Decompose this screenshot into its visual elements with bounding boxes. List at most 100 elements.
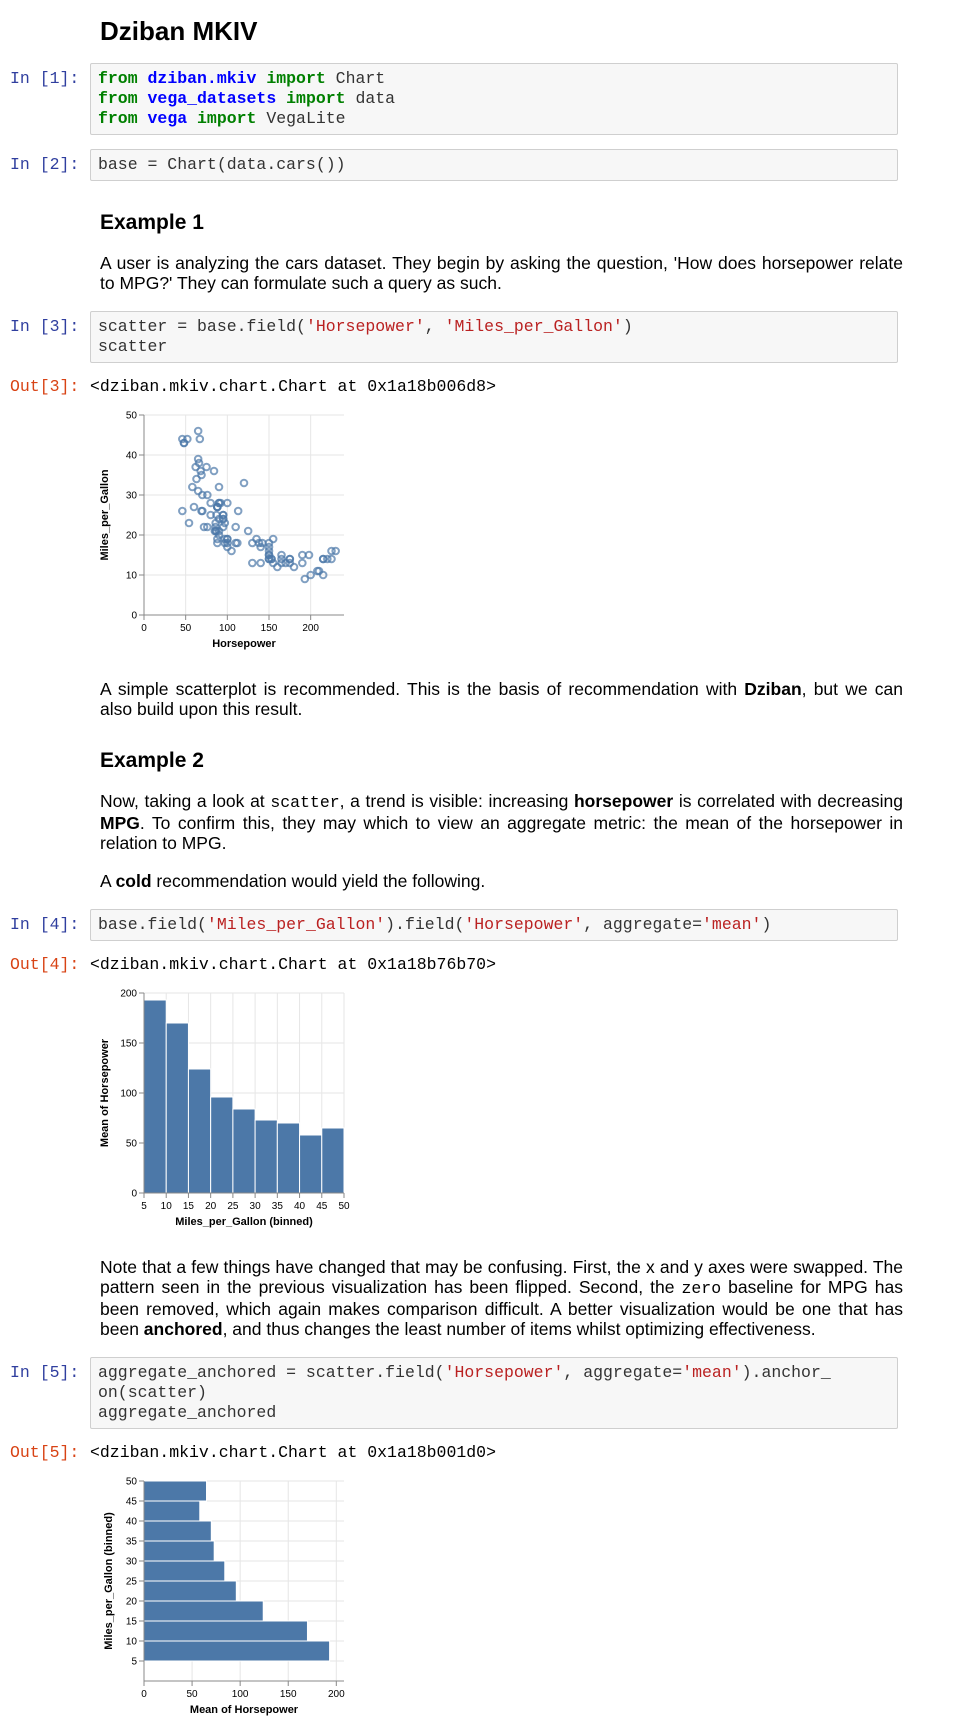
- x-tick-label: 0: [141, 623, 147, 634]
- code-box: scatter = base.field('Horsepower', 'Mile…: [90, 311, 898, 363]
- text-span: A simple scatterplot is recommended. Thi…: [100, 679, 745, 699]
- bar: [232, 1108, 256, 1194]
- text-span: [276, 89, 286, 108]
- scatter-point: [199, 522, 209, 532]
- cell-content: <dziban.mkiv.chart.Chart at 0x1a18b76b70…: [90, 955, 898, 1243]
- cell-content: <dziban.mkiv.chart.Chart at 0x1a18b001d0…: [90, 1443, 898, 1722]
- y-tick-label: 30: [126, 491, 138, 502]
- scatter-point: [243, 526, 253, 536]
- scatter-point: [206, 498, 215, 508]
- x-tick-label: 10: [161, 1201, 173, 1212]
- text-span: import: [286, 89, 346, 108]
- cell-content: scatter = base.field('Horsepower', 'Mile…: [90, 311, 898, 363]
- scatter-point: [213, 538, 222, 548]
- code-box: from dziban.mkiv import Chart from vega_d…: [90, 63, 898, 135]
- scatter-point: [264, 542, 274, 552]
- code-line: scatter: [98, 337, 890, 357]
- text-span: 'Miles_per_Gallon': [206, 915, 386, 934]
- cell-content: base = Chart(data.cars()): [90, 149, 898, 181]
- text-span: from: [98, 89, 138, 108]
- text-span: , aggregate=: [583, 915, 703, 934]
- x-tick-label: 200: [302, 623, 319, 634]
- text-span: data: [345, 89, 396, 108]
- text-span: zero: [681, 1279, 722, 1298]
- scatter-point: [223, 542, 232, 552]
- scatter-point: [209, 466, 219, 476]
- scatter-point: [197, 506, 206, 516]
- bar: [187, 1068, 212, 1194]
- scatter-point: [213, 502, 222, 512]
- input-prompt: In [2]:: [10, 155, 80, 174]
- y-tick-label: 20: [126, 531, 138, 542]
- notebook-title: Dziban MKIV: [100, 16, 258, 46]
- code-line: base.field('Miles_per_Gallon').field('Ho…: [98, 915, 890, 935]
- text-span: on(scatter): [98, 1383, 207, 1402]
- y-tick-label: 30: [126, 1557, 138, 1568]
- x-tick-label: 100: [219, 623, 236, 634]
- y-tick-label: 0: [131, 1189, 137, 1200]
- code-line: from dziban.mkiv import Chart: [98, 69, 890, 89]
- text-span: base = Chart(data.cars()): [98, 155, 346, 174]
- code-line: aggregate_anchored = scatter.field('Hors…: [98, 1363, 890, 1383]
- y-axis-title: Mean of Horsepower: [99, 1038, 111, 1147]
- text-span: ): [761, 915, 772, 934]
- text-span: cold: [115, 871, 152, 891]
- scatter-point: [298, 558, 307, 568]
- scatter-point: [331, 546, 340, 556]
- y-tick-label: 35: [126, 1537, 138, 1548]
- text-span: 'Horsepower': [464, 915, 584, 934]
- section-heading: Example 1: [100, 211, 204, 234]
- y-tick-label: 25: [126, 1577, 138, 1588]
- text-span: aggregate_anchored: [98, 1403, 277, 1422]
- x-tick-label: 20: [205, 1201, 217, 1212]
- text-span: Note that a few things have changed that…: [100, 1257, 903, 1297]
- x-tick-label: 150: [261, 623, 278, 634]
- cell-content: aggregate_anchored = scatter.field('Hors…: [90, 1357, 898, 1429]
- input-prompt: In [5]:: [10, 1363, 80, 1382]
- scatter-point: [231, 522, 240, 532]
- text-span: vega_datasets: [147, 89, 277, 108]
- text-span: A: [100, 871, 116, 891]
- x-axis-title: Miles_per_Gallon (binned): [175, 1216, 313, 1228]
- scatter-point: [211, 522, 220, 532]
- scatter-point: [196, 466, 205, 476]
- text-span: . To confirm this, they may which to vie…: [100, 813, 903, 853]
- text-span: Now, taking a look at: [100, 791, 271, 811]
- scatter-point: [264, 554, 274, 564]
- text-span: anchored: [143, 1319, 223, 1339]
- scatter-point: [327, 554, 336, 564]
- bar: [210, 1096, 234, 1194]
- scatter-point: [258, 538, 267, 548]
- scatter-point: [203, 522, 212, 532]
- scatter-point: [193, 486, 203, 496]
- scatter-point: [184, 518, 194, 528]
- markdown-paragraph: A cold recommendation would yield the fo…: [0, 871, 903, 891]
- scatter-point: [179, 438, 189, 448]
- text-span: aggregate_anchored = scatter.field(: [98, 1363, 445, 1382]
- x-tick-label: 25: [227, 1201, 239, 1212]
- text-span: from: [98, 69, 138, 88]
- text-span: Dziban: [744, 679, 802, 699]
- scatter-point: [193, 454, 203, 464]
- markdown-paragraph: Now, taking a look at scatter, a trend i…: [0, 791, 903, 853]
- output-cell: Out[5]: <dziban.mkiv.chart.Chart at 0x1a1…: [0, 1443, 954, 1722]
- y-axis-title: Miles_per_Gallon: [99, 469, 111, 560]
- scatter-point: [239, 478, 249, 488]
- text-span: A user is analyzing the cars dataset. Th…: [100, 253, 903, 293]
- text-span: import: [266, 69, 326, 88]
- text-span: Chart: [325, 69, 386, 88]
- input-cell: In [2]: base = Chart(data.cars()): [0, 149, 954, 181]
- scatter-point: [178, 506, 187, 516]
- cell-content: base.field('Miles_per_Gallon').field('Ho…: [90, 909, 898, 941]
- bar: [143, 1480, 207, 1502]
- text-span: [138, 89, 148, 108]
- bar: [143, 1560, 226, 1582]
- text-span: 'mean': [682, 1363, 742, 1382]
- y-tick-label: 10: [126, 571, 138, 582]
- bar: [299, 1134, 323, 1194]
- y-tick-label: 50: [126, 1139, 138, 1150]
- x-tick-label: 0: [141, 1689, 147, 1700]
- scatter-point: [304, 550, 314, 560]
- x-tick-label: 30: [250, 1201, 262, 1212]
- bar: [321, 1127, 345, 1194]
